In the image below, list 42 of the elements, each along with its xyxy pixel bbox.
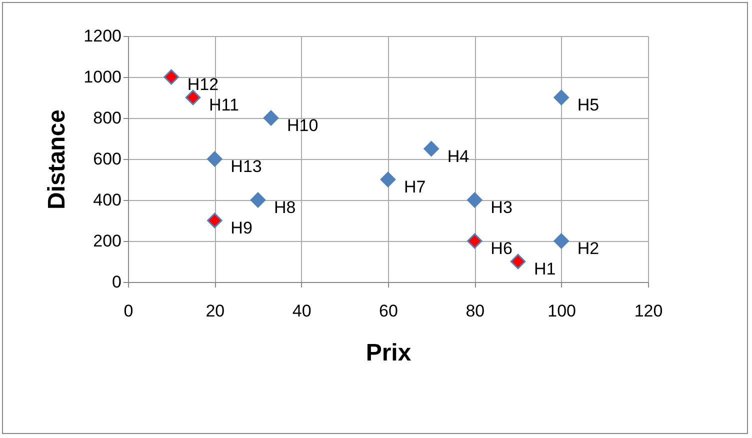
y-tick-label: 1200 (84, 26, 122, 46)
point (207, 212, 222, 228)
point (467, 233, 482, 249)
point (554, 233, 569, 249)
point (207, 151, 222, 167)
annotation: H4 (447, 146, 470, 166)
y-tick-label: 1000 (84, 68, 122, 86)
annotation: H10 (287, 116, 318, 135)
point (164, 69, 179, 85)
y-axis-title: Distance (44, 109, 71, 210)
y-tick-label: 200 (93, 232, 122, 250)
annotation: H8 (274, 198, 296, 217)
annotation: H1 (534, 260, 556, 278)
annotation: H12 (187, 75, 219, 94)
annotation: H2 (577, 239, 600, 258)
point (380, 172, 396, 188)
point (185, 90, 201, 106)
y-tick-label: 800 (93, 108, 122, 128)
point (554, 90, 569, 106)
x-tick-label: 20 (206, 302, 225, 320)
point (467, 192, 482, 208)
annotation: H3 (490, 198, 512, 217)
x-tick-label: 60 (379, 302, 398, 320)
annotation: H7 (404, 178, 426, 196)
point (424, 141, 439, 156)
point (250, 192, 266, 208)
annotation: H13 (230, 157, 262, 176)
x-tick-label: 40 (292, 302, 312, 320)
annotation: H9 (230, 218, 252, 238)
annotation: H6 (490, 239, 512, 258)
annotation: H5 (577, 96, 600, 114)
x-tick-label: 80 (466, 302, 485, 320)
x-axis-title: Prix (366, 340, 412, 366)
x-tick-label: 0 (124, 302, 134, 320)
point (510, 254, 526, 270)
x-tick-label: 100 (548, 302, 576, 320)
x-tick-label: 120 (634, 302, 663, 320)
y-tick-label: 600 (93, 150, 122, 168)
y-tick-label: 400 (93, 190, 122, 210)
point (263, 110, 279, 126)
y-tick-label: 0 (112, 272, 122, 292)
annotation: H11 (209, 96, 239, 114)
